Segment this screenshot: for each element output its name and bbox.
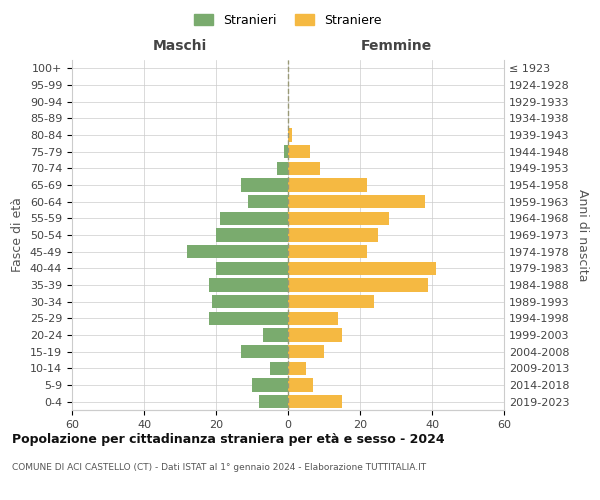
- Bar: [220, 212, 288, 225]
- Bar: [288, 312, 338, 325]
- Text: Popolazione per cittadinanza straniera per età e sesso - 2024: Popolazione per cittadinanza straniera p…: [12, 432, 445, 446]
- Text: COMUNE DI ACI CASTELLO (CT) - Dati ISTAT al 1° gennaio 2024 - Elaborazione TUTTI: COMUNE DI ACI CASTELLO (CT) - Dati ISTAT…: [12, 462, 426, 471]
- Bar: [212, 295, 288, 308]
- Bar: [288, 262, 436, 275]
- Bar: [209, 312, 288, 325]
- Bar: [216, 228, 288, 241]
- Bar: [288, 345, 324, 358]
- Bar: [288, 378, 313, 392]
- Bar: [288, 295, 374, 308]
- Text: Maschi: Maschi: [153, 38, 207, 52]
- Bar: [288, 195, 425, 208]
- Bar: [248, 195, 288, 208]
- Bar: [288, 145, 310, 158]
- Bar: [288, 128, 292, 141]
- Y-axis label: Anni di nascita: Anni di nascita: [576, 188, 589, 281]
- Bar: [288, 395, 342, 408]
- Bar: [187, 245, 288, 258]
- Bar: [288, 362, 306, 375]
- Bar: [263, 328, 288, 342]
- Bar: [259, 395, 288, 408]
- Bar: [277, 162, 288, 175]
- Bar: [241, 345, 288, 358]
- Bar: [288, 278, 428, 291]
- Bar: [288, 212, 389, 225]
- Bar: [288, 245, 367, 258]
- Bar: [288, 228, 378, 241]
- Bar: [216, 262, 288, 275]
- Bar: [284, 145, 288, 158]
- Y-axis label: Fasce di età: Fasce di età: [11, 198, 25, 272]
- Bar: [288, 162, 320, 175]
- Bar: [252, 378, 288, 392]
- Bar: [288, 178, 367, 192]
- Text: Femmine: Femmine: [361, 38, 431, 52]
- Bar: [241, 178, 288, 192]
- Bar: [209, 278, 288, 291]
- Bar: [270, 362, 288, 375]
- Legend: Stranieri, Straniere: Stranieri, Straniere: [190, 8, 386, 32]
- Bar: [288, 328, 342, 342]
